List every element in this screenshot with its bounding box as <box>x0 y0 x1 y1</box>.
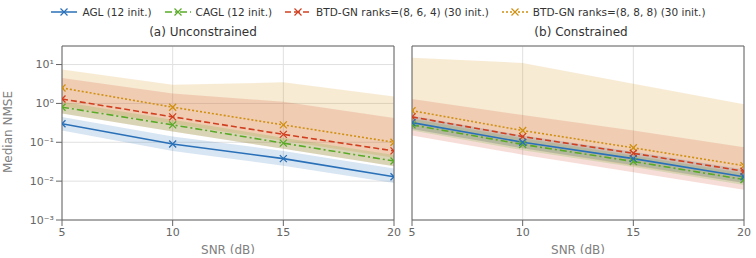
svg-text:SNR (dB): SNR (dB) <box>201 243 255 254</box>
svg-text:20: 20 <box>387 226 401 239</box>
svg-text:15: 15 <box>626 226 640 239</box>
svg-text:10: 10 <box>516 226 530 239</box>
html-text:(a) Unconstrained: (a) Unconstrained <box>149 25 257 39</box>
html-text:CAGL (12 init.): CAGL (12 init.) <box>195 6 273 18</box>
svg-text:10: 10 <box>166 226 180 239</box>
html-text:BTD-GN ranks=(8, 6, 4) (30 ini: BTD-GN ranks=(8, 6, 4) (30 init.) <box>316 6 489 18</box>
svg-text:10⁰: 10⁰ <box>36 97 55 110</box>
svg-text:15: 15 <box>276 226 290 239</box>
svg-text:10¹: 10¹ <box>36 58 54 71</box>
svg-text:SNR (dB): SNR (dB) <box>551 243 605 254</box>
svg-text:20: 20 <box>737 226 751 239</box>
svg-text:5: 5 <box>409 226 416 239</box>
html-text:AGL (12 init.): AGL (12 init.) <box>82 6 152 18</box>
html-text:BTD-GN ranks=(8, 8, 8) (30 ini: BTD-GN ranks=(8, 8, 8) (30 init.) <box>532 6 706 18</box>
svg-text:10⁻²: 10⁻² <box>30 175 54 188</box>
svg-text:10⁻¹: 10⁻¹ <box>30 136 54 149</box>
svg-text:5: 5 <box>59 226 66 239</box>
html-text:(b) Constrained: (b) Constrained <box>534 25 628 39</box>
svg-text:Median NMSE: Median NMSE <box>1 91 15 173</box>
svg-text:10⁻³: 10⁻³ <box>30 214 54 227</box>
